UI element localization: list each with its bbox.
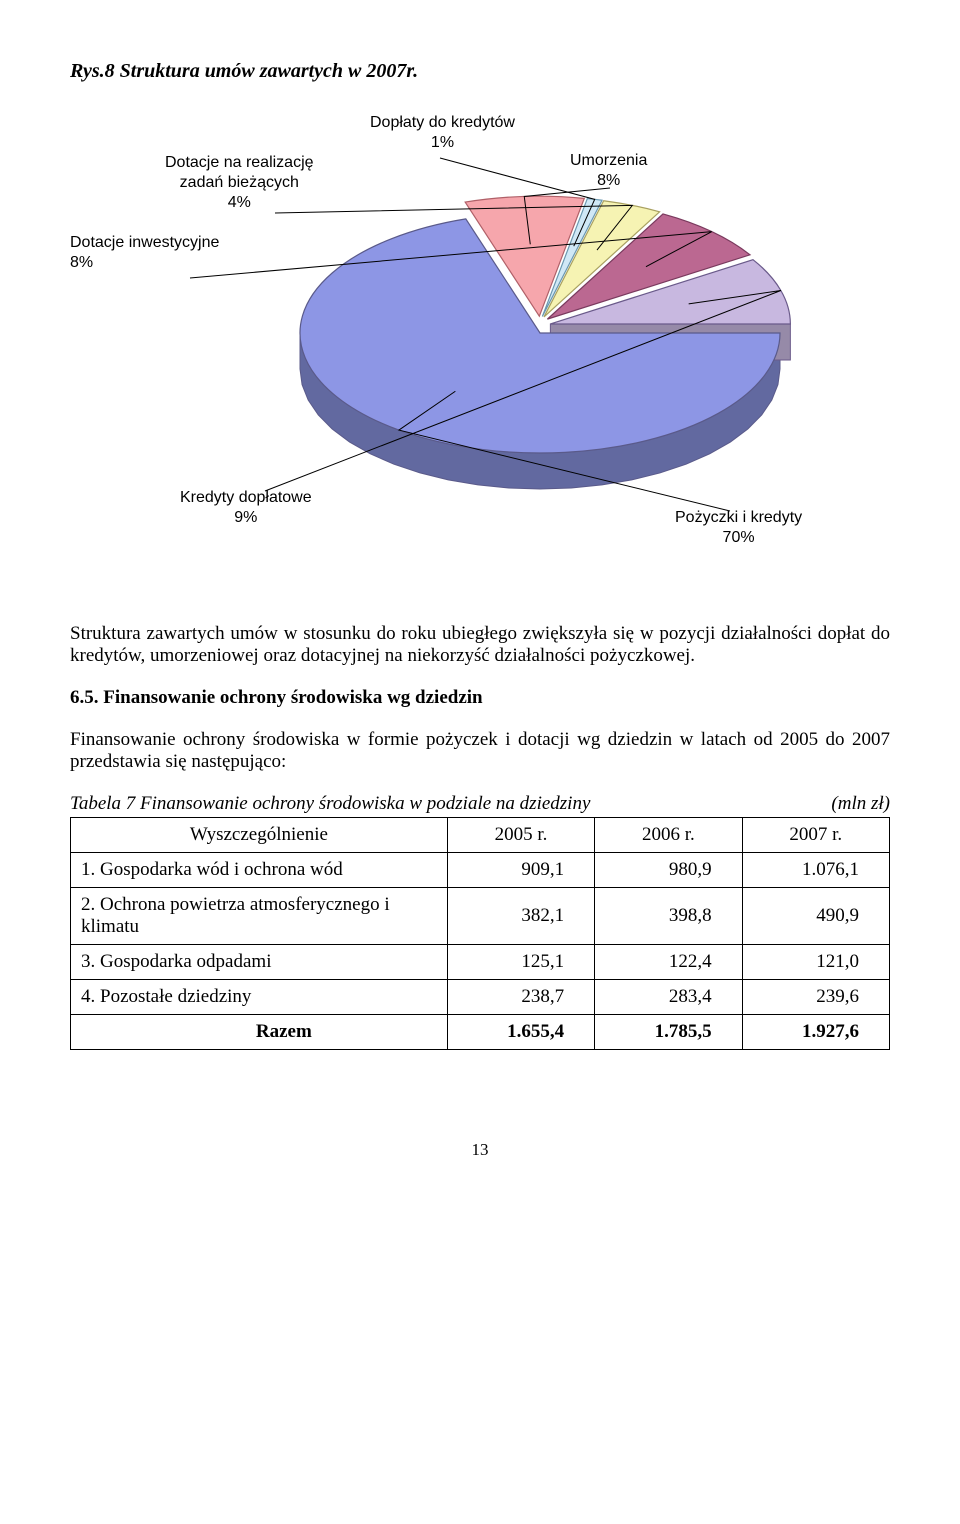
label-doplaty: Dopłaty do kredytów1% bbox=[370, 113, 515, 153]
figure-title: Rys.8 Struktura umów zawartych w 2007r. bbox=[70, 60, 890, 83]
row-label: 2. Ochrona powietrza atmosferycznego i k… bbox=[71, 888, 448, 945]
row-c2: 122,4 bbox=[595, 945, 742, 980]
row-c3: 239,6 bbox=[742, 980, 889, 1015]
row-c3: 490,9 bbox=[742, 888, 889, 945]
row-c1: 238,7 bbox=[447, 980, 594, 1015]
label-dotacje-real: Dotacje na realizacjęzadań bieżących4% bbox=[165, 153, 314, 213]
table-row: 1. Gospodarka wód i ochrona wód909,1980,… bbox=[71, 853, 890, 888]
row-label: 1. Gospodarka wód i ochrona wód bbox=[71, 853, 448, 888]
label-kredyty-dopl: Kredyty dopłatowe9% bbox=[180, 488, 312, 528]
paragraph-2: Finansowanie ochrony środowiska w formie… bbox=[70, 729, 890, 773]
row-label: 3. Gospodarka odpadami bbox=[71, 945, 448, 980]
label-umorzenia: Umorzenia8% bbox=[570, 151, 647, 191]
total-c2: 1.785,5 bbox=[595, 1015, 742, 1050]
label-dotacje-inw: Dotacje inwestycyjne8% bbox=[70, 233, 219, 273]
th-3: 2007 r. bbox=[742, 818, 889, 853]
pie-chart: Dopłaty do kredytów1% Dotacje na realiza… bbox=[70, 113, 890, 583]
page-number: 13 bbox=[70, 1140, 890, 1160]
paragraph-1: Struktura zawartych umów w stosunku do r… bbox=[70, 623, 890, 667]
table-caption-right: (mln zł) bbox=[831, 793, 890, 815]
section-heading: 6.5. Finansowanie ochrony środowiska wg … bbox=[70, 687, 890, 709]
table-row: 3. Gospodarka odpadami125,1122,4121,0 bbox=[71, 945, 890, 980]
th-0: Wyszczególnienie bbox=[71, 818, 448, 853]
row-c1: 382,1 bbox=[447, 888, 594, 945]
table-caption: Tabela 7 Finansowanie ochrony środowiska… bbox=[70, 793, 890, 815]
row-c3: 1.076,1 bbox=[742, 853, 889, 888]
row-c2: 283,4 bbox=[595, 980, 742, 1015]
total-c3: 1.927,6 bbox=[742, 1015, 889, 1050]
row-c2: 980,9 bbox=[595, 853, 742, 888]
label-pozyczki: Pożyczki i kredyty70% bbox=[675, 508, 802, 548]
row-c1: 909,1 bbox=[447, 853, 594, 888]
row-label: 4. Pozostałe dziedziny bbox=[71, 980, 448, 1015]
row-c2: 398,8 bbox=[595, 888, 742, 945]
table-row: 2. Ochrona powietrza atmosferycznego i k… bbox=[71, 888, 890, 945]
total-label: Razem bbox=[71, 1015, 448, 1050]
data-table: Wyszczególnienie 2005 r. 2006 r. 2007 r.… bbox=[70, 817, 890, 1050]
table-header-row: Wyszczególnienie 2005 r. 2006 r. 2007 r. bbox=[71, 818, 890, 853]
row-c3: 121,0 bbox=[742, 945, 889, 980]
th-1: 2005 r. bbox=[447, 818, 594, 853]
th-2: 2006 r. bbox=[595, 818, 742, 853]
total-c1: 1.655,4 bbox=[447, 1015, 594, 1050]
table-caption-left: Tabela 7 Finansowanie ochrony środowiska… bbox=[70, 793, 590, 815]
table-row: 4. Pozostałe dziedziny238,7283,4239,6 bbox=[71, 980, 890, 1015]
row-c1: 125,1 bbox=[447, 945, 594, 980]
table-total-row: Razem1.655,41.785,51.927,6 bbox=[71, 1015, 890, 1050]
